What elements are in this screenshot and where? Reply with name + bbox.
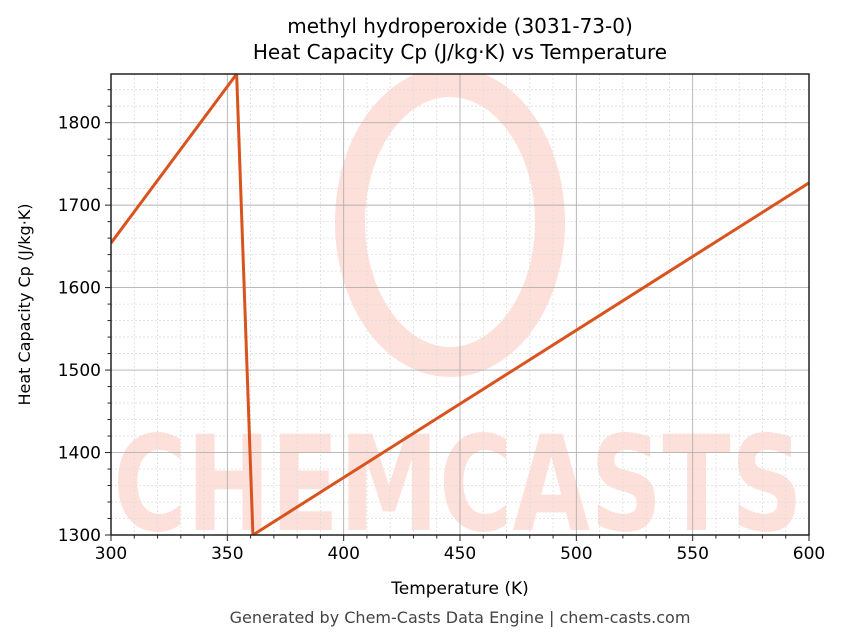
axes: 300 350 400 450 500 550 600 1300 1400 1500 1600 170…	[15, 89, 825, 599]
x-tick-label: 450	[444, 544, 476, 564]
y-tick-label: 1500	[58, 361, 101, 381]
watermark: CHEMCASTS	[113, 74, 803, 562]
y-tick-label: 1700	[58, 196, 101, 216]
chart-title-line1: methyl hydroperoxide (3031-73-0)	[287, 14, 633, 38]
series-line	[111, 74, 809, 535]
chart-title-line2: Heat Capacity Cp (J/kg·K) vs Temperature	[252, 40, 668, 64]
x-tick-label: 400	[327, 544, 359, 564]
x-tick-label: 350	[211, 544, 243, 564]
x-tick-label: 500	[560, 544, 592, 564]
x-tick-label: 550	[676, 544, 708, 564]
x-tick-label: 300	[95, 544, 127, 564]
y-tick-label: 1600	[58, 279, 101, 299]
watermark-text: CHEMCASTS	[113, 408, 803, 562]
x-axis-label: Temperature (K)	[390, 579, 529, 599]
x-tick-label: 600	[793, 544, 825, 564]
y-axis-label: Heat Capacity Cp (J/kg·K)	[15, 203, 34, 405]
y-tick-label: 1300	[58, 526, 101, 546]
grid	[110, 74, 810, 536]
y-tick-label: 1800	[58, 114, 101, 134]
watermark-logo-ring	[335, 74, 565, 377]
y-tick-label: 1400	[58, 444, 101, 464]
footer-credit: Generated by Chem-Casts Data Engine | ch…	[229, 608, 691, 627]
